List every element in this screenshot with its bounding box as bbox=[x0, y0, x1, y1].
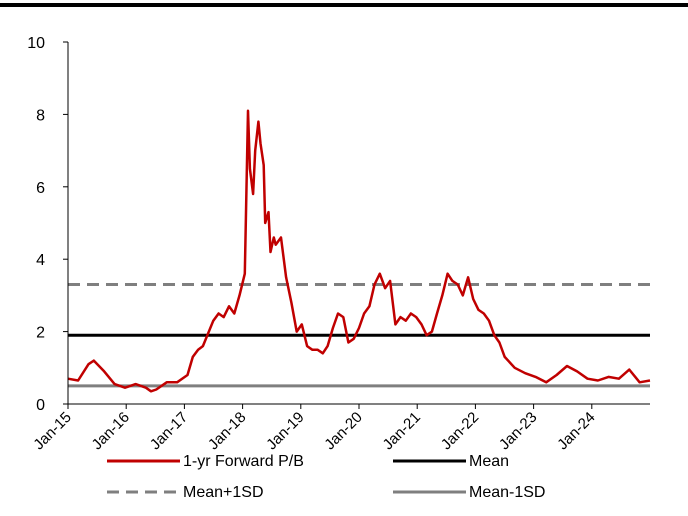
legend: 1-yr Forward P/B Mean Mean+1SD Mean-1SD bbox=[107, 453, 545, 501]
x-tick-label: Jan-15 bbox=[30, 409, 74, 453]
legend-label: 1-yr Forward P/B bbox=[183, 453, 304, 470]
legend-item-mean-1sd: Mean+1SD bbox=[107, 484, 264, 501]
y-tick-label: 2 bbox=[36, 325, 45, 342]
x-tick-label: Jan-22 bbox=[438, 409, 482, 453]
series-line-1-yr-forward-p-b bbox=[67, 109, 651, 393]
x-tick-label: Jan-24 bbox=[554, 409, 598, 453]
y-tick-label: 6 bbox=[36, 180, 45, 197]
legend-item-1-yr-forward-p-b: 1-yr Forward P/B bbox=[107, 453, 304, 470]
y-tick-label: 4 bbox=[36, 252, 45, 269]
x-tick-label: Jan-16 bbox=[89, 409, 133, 453]
legend-label: Mean-1SD bbox=[469, 484, 545, 501]
x-tick-label: Jan-19 bbox=[263, 409, 307, 453]
legend-item-mean-1sd: Mean-1SD bbox=[393, 484, 545, 501]
x-tick-label: Jan-20 bbox=[321, 409, 365, 453]
legend-item-mean: Mean bbox=[393, 453, 509, 470]
x-tick-label: Jan-23 bbox=[496, 409, 540, 453]
y-tick-label: 0 bbox=[36, 397, 45, 414]
legend-label: Mean bbox=[469, 453, 509, 470]
y-tick-label: 8 bbox=[36, 107, 45, 124]
x-tick-label: Jan-18 bbox=[205, 409, 249, 453]
axes-layer: 0 2 4 6 8 10 Jan-15 Jan-16 Jan-17 Jan-18 Jan-19 Jan… bbox=[27, 35, 650, 453]
x-tick-label: Jan-21 bbox=[380, 409, 424, 453]
y-tick-label: 10 bbox=[27, 35, 45, 52]
lines-layer bbox=[67, 109, 651, 393]
legend-label: Mean+1SD bbox=[183, 484, 264, 501]
x-tick-label: Jan-17 bbox=[147, 409, 191, 453]
